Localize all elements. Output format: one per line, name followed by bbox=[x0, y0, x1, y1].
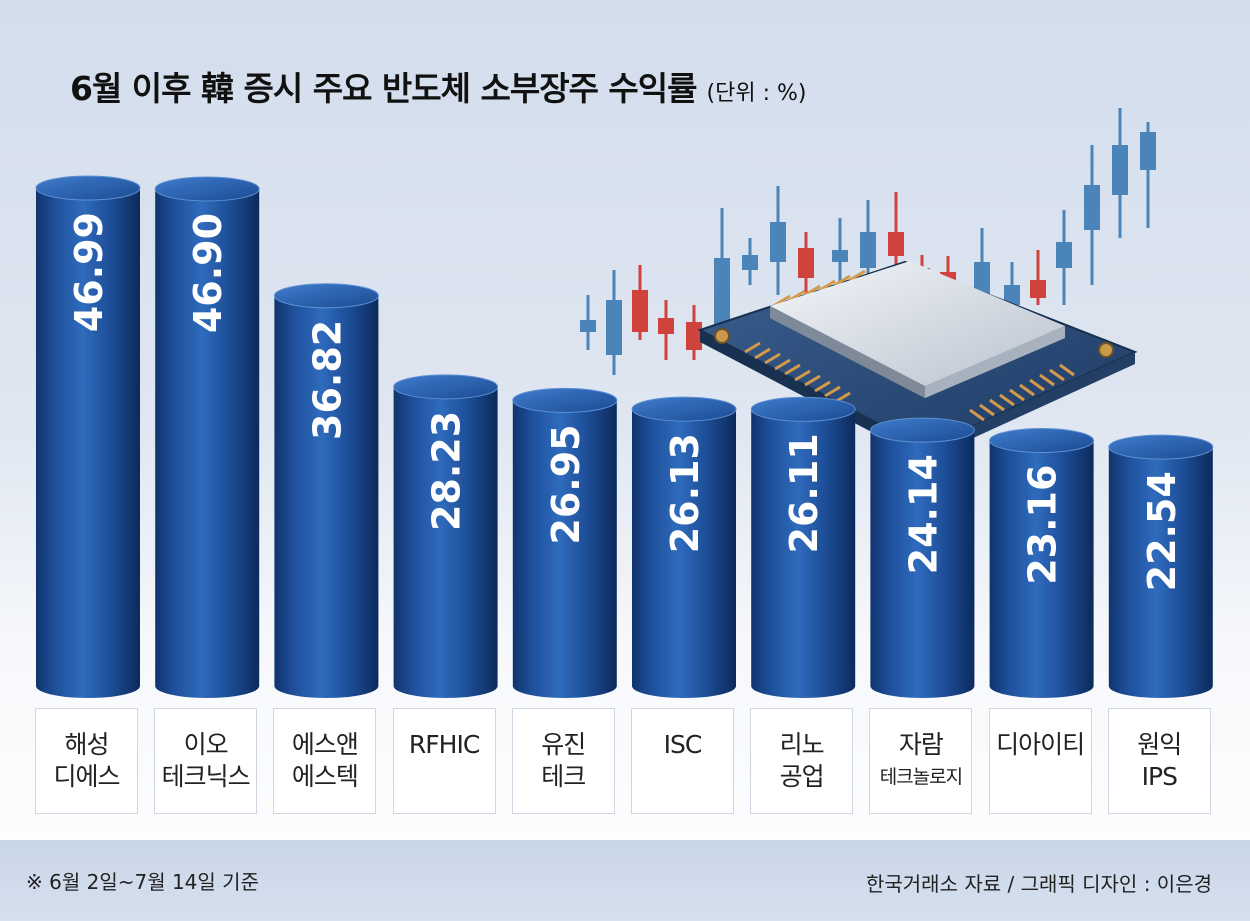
candle-body bbox=[658, 318, 674, 334]
candle-body bbox=[832, 250, 848, 262]
candle-body bbox=[1140, 132, 1156, 170]
bar: 22.54 bbox=[1108, 434, 1214, 698]
bar-body bbox=[870, 430, 975, 698]
category-label-line1: 에스앤 bbox=[291, 730, 359, 759]
candle-body bbox=[606, 300, 622, 355]
bar-body bbox=[632, 409, 736, 698]
candle-body bbox=[888, 232, 904, 256]
data-label: 28.23 bbox=[425, 411, 469, 531]
candle-body bbox=[1004, 285, 1020, 305]
bar: 46.99 bbox=[35, 175, 141, 698]
data-label: 36.82 bbox=[305, 320, 349, 440]
bar-top bbox=[989, 428, 1095, 454]
chart-title: 6월 이후 韓 증시 주요 반도체 소부장주 수익률 (단위 : %) bbox=[70, 69, 807, 108]
category-label: ISC bbox=[631, 708, 734, 814]
bar: 24.14 bbox=[869, 417, 975, 698]
category-label-line1: 디아이티 bbox=[996, 730, 1085, 759]
bar-top bbox=[35, 175, 141, 201]
bar-chart: 46.99 46.90 36.82 28.23 26.95 26.13 26.11 24.14… bbox=[35, 108, 1214, 698]
data-label: 26.13 bbox=[663, 433, 707, 553]
bar: 28.23 bbox=[393, 374, 499, 698]
bar-top bbox=[1108, 434, 1214, 460]
category-label: RFHIC bbox=[392, 708, 496, 814]
bar-body bbox=[512, 400, 617, 698]
candle-body bbox=[798, 248, 814, 278]
candle-body bbox=[1112, 145, 1128, 195]
category-label-line1: 유진 bbox=[541, 730, 586, 759]
bar-body bbox=[274, 295, 379, 698]
data-label: 46.99 bbox=[67, 212, 111, 332]
category-label-line1: 이오 bbox=[183, 730, 229, 759]
bar-body bbox=[751, 409, 856, 698]
category-label-line2: 테크놀로지 bbox=[879, 766, 963, 788]
bar-top bbox=[154, 176, 260, 202]
semiconductor-illustration bbox=[580, 108, 1156, 460]
source-credit: 한국거래소 자료 / 그래픽 디자인 : 이은경 bbox=[865, 872, 1212, 896]
semiconductor-chip-icon bbox=[697, 260, 1138, 460]
bar: 26.13 bbox=[631, 396, 737, 698]
candle-body bbox=[770, 222, 786, 262]
unit-label: (단위 : %) bbox=[706, 81, 807, 106]
category-label-line2: 테크닉스 bbox=[161, 762, 251, 791]
category-label-line2: IPS bbox=[1141, 762, 1178, 791]
bar-body bbox=[989, 440, 1094, 698]
candle-body bbox=[1084, 185, 1100, 230]
candle-body bbox=[1056, 242, 1072, 268]
candle-body bbox=[686, 322, 702, 350]
bar-body bbox=[155, 188, 260, 698]
data-label: 26.95 bbox=[544, 424, 588, 544]
bar-top bbox=[273, 283, 379, 309]
bars: 46.99 46.90 36.82 28.23 26.95 26.13 26.11 24.14… bbox=[35, 175, 1214, 698]
data-label: 24.14 bbox=[901, 454, 945, 574]
bar: 26.95 bbox=[512, 387, 618, 698]
category-label: 원익 IPS bbox=[1107, 708, 1211, 814]
data-label: 26.11 bbox=[782, 433, 826, 553]
candle-body bbox=[714, 258, 730, 330]
category-label-line1: 원익 bbox=[1137, 730, 1182, 759]
bar-top bbox=[631, 396, 737, 422]
category-label-line2: 테크 bbox=[541, 762, 586, 791]
footnote: ※ 6월 2일~7월 14일 기준 bbox=[26, 870, 259, 894]
category-label-line1: 해성 bbox=[64, 730, 109, 759]
category-label-line1: 리노 bbox=[779, 730, 825, 759]
candle-body bbox=[580, 320, 596, 332]
candle-body bbox=[860, 232, 876, 268]
bar-body bbox=[1108, 447, 1213, 698]
bar: 26.11 bbox=[750, 396, 856, 698]
bar: 46.90 bbox=[154, 176, 260, 698]
bar-body bbox=[393, 386, 498, 698]
category-label-line1: ISC bbox=[663, 730, 703, 759]
category-label-line1: RFHIC bbox=[408, 730, 480, 759]
bar: 36.82 bbox=[273, 283, 379, 698]
data-label: 23.16 bbox=[1021, 465, 1065, 585]
bar-top bbox=[512, 387, 618, 413]
category-label: 디아이티 bbox=[988, 708, 1092, 814]
bar-top bbox=[393, 374, 499, 400]
data-label: 22.54 bbox=[1140, 471, 1184, 591]
data-label: 46.90 bbox=[186, 213, 230, 333]
footer: ※ 6월 2일~7월 14일 기준 한국거래소 자료 / 그래픽 디자인 : 이… bbox=[0, 840, 1250, 921]
category-label-line2: 디에스 bbox=[53, 762, 120, 791]
candle-body bbox=[742, 255, 758, 270]
bar-top bbox=[750, 396, 856, 422]
bar-top bbox=[869, 417, 975, 443]
candle-body bbox=[1030, 280, 1046, 298]
bar: 23.16 bbox=[989, 428, 1095, 698]
category-label-line1: 자람 bbox=[898, 730, 944, 759]
bar-body bbox=[36, 188, 140, 698]
category-label-line2: 에스텍 bbox=[291, 762, 359, 791]
candle-body bbox=[632, 290, 648, 332]
category-label-line2: 공업 bbox=[779, 762, 825, 791]
